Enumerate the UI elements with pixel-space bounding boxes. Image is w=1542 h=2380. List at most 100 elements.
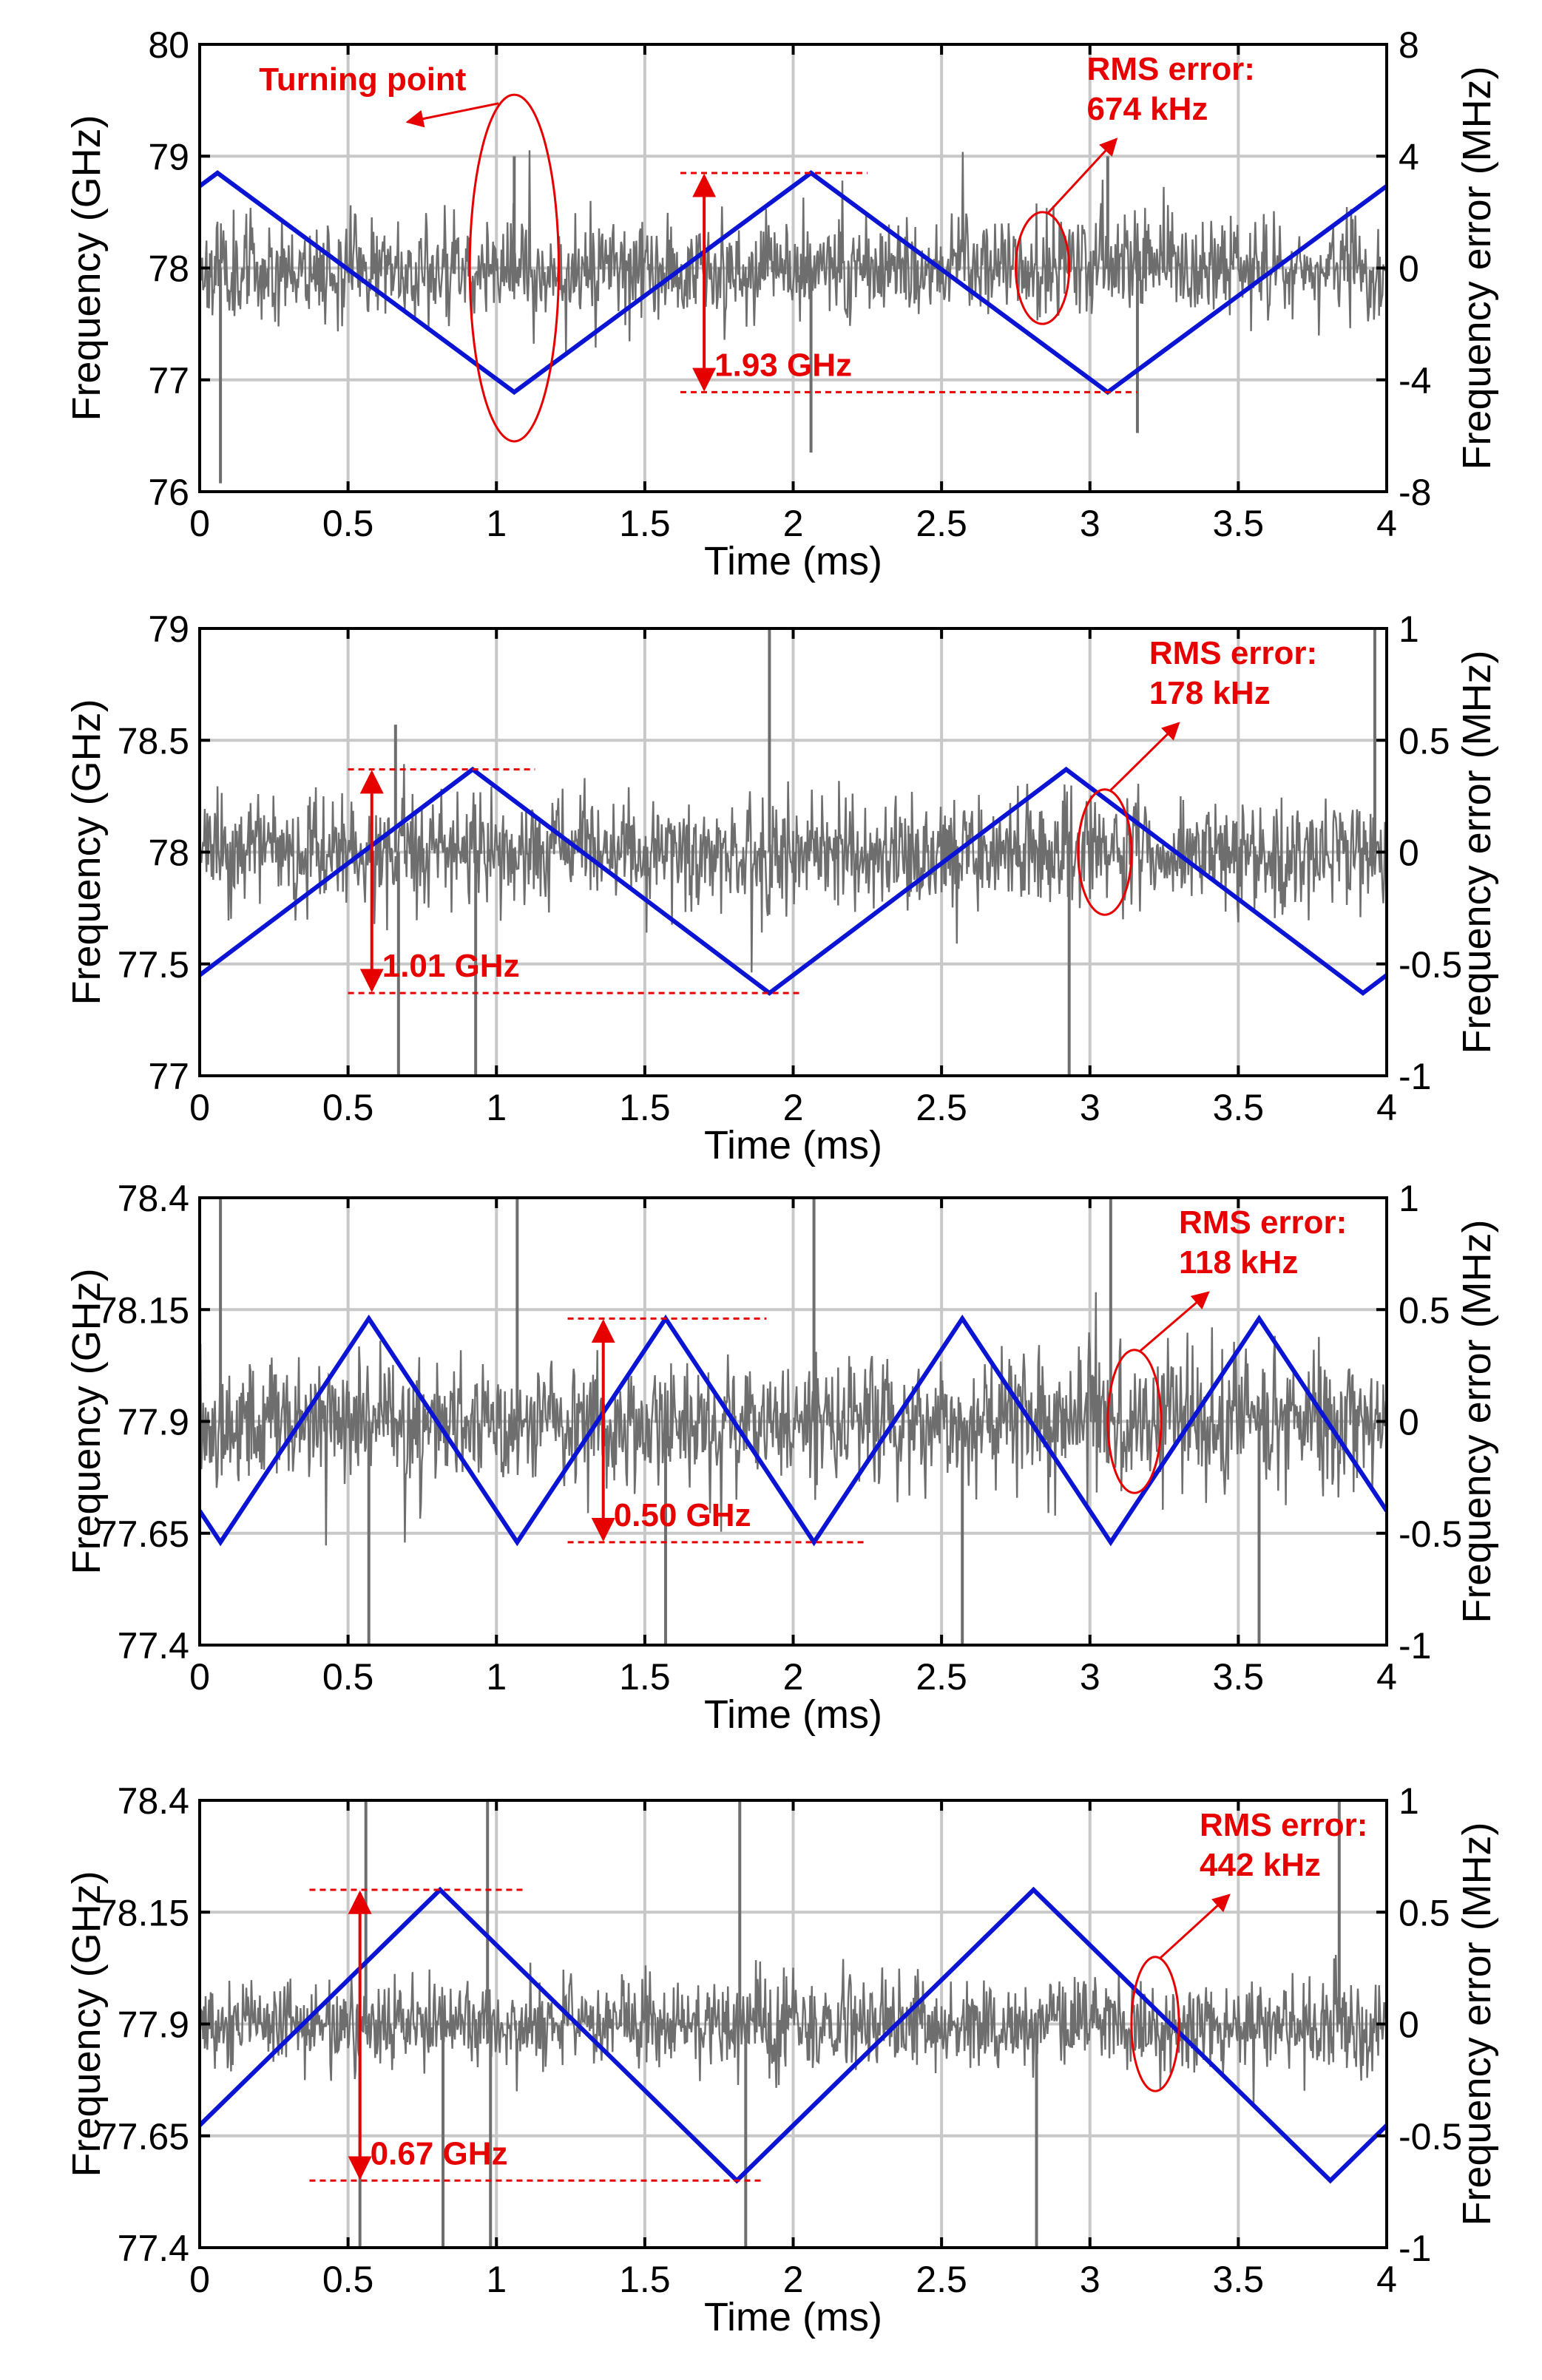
y-tick-label: 77.9	[118, 1402, 189, 1443]
y-tick-label: 79	[148, 136, 189, 177]
y-tick-label: 78.4	[118, 1178, 189, 1219]
y-right-tick-label: -0.5	[1399, 1513, 1462, 1555]
x-tick-label: 3.5	[1213, 1656, 1265, 1698]
x-tick-label: 4	[1376, 503, 1397, 544]
rms-ellipse	[1014, 211, 1071, 325]
rms-annotation: RMS error:118 kHz	[1106, 1204, 1347, 1494]
tick-marks	[198, 1196, 1388, 1647]
y-tick-label: 78.5	[118, 720, 189, 762]
rms-label-line1: RMS error:	[1200, 1807, 1367, 1843]
y-tick-label: 78.4	[118, 1780, 189, 1822]
x-tick-label: 0.5	[322, 1656, 374, 1698]
rms-label-line2: 674 kHz	[1087, 91, 1208, 127]
rms-ellipse	[1130, 1956, 1180, 2092]
y-tick-label: 77.65	[97, 1513, 189, 1555]
x-tick-label: 1	[486, 2259, 507, 2300]
span-label: 1.93 GHz	[714, 347, 852, 383]
frequency-error-trace	[200, 150, 1387, 353]
x-tick-label: 3.5	[1213, 2259, 1265, 2300]
turning-point-annotation: Turning point	[259, 61, 561, 443]
y-axis-label: Frequency (GHz)	[64, 699, 109, 1005]
frequency-line	[200, 1886, 1387, 2184]
y-tick-label: 80	[148, 24, 189, 66]
span-annotation: 1.93 GHz	[680, 172, 1137, 393]
rms-annotation: RMS error: 674 kHz	[1014, 51, 1255, 325]
y-tick-label: 79	[148, 608, 189, 650]
y-right-tick-label: -4	[1399, 360, 1431, 401]
x-tick-label: 1	[486, 1087, 507, 1128]
y-right-axis-label: Frequency error (MHz)	[1455, 66, 1499, 469]
x-axis-label: Time (ms)	[704, 2295, 882, 2339]
y-tick-label: 76	[148, 472, 189, 513]
span-label: 0.50 GHz	[614, 1497, 751, 1533]
frequency-error-trace	[200, 1292, 1387, 1546]
y-right-tick-label: -1	[1399, 1056, 1431, 1097]
rms-label-line2: 442 kHz	[1200, 1847, 1321, 1883]
x-tick-label: 2.5	[916, 2259, 967, 2300]
y-axis-label: Frequency (GHz)	[64, 1268, 109, 1574]
plot-area	[200, 150, 1387, 484]
panel-2: 0 0.5 1 1.5 2 2.5 3 3.5 4 77 77.5 78 78.5 79 -1 -0.5 0 0.…	[64, 608, 1499, 1167]
x-tick-label: 0	[189, 1087, 210, 1128]
x-tick-label: 3	[1080, 1656, 1100, 1698]
y-tick-label: 77.4	[118, 1625, 189, 1667]
x-tick-label: 0.5	[322, 503, 374, 544]
x-tick-label: 2.5	[916, 503, 967, 544]
rms-ellipse	[1106, 1349, 1163, 1494]
panel-4: 0 0.5 1 1.5 2 2.5 3 3.5 4 77.4 77.65 77.9 78.15 78.4 -…	[64, 1780, 1499, 2339]
tick-marks	[198, 1799, 1388, 2249]
x-tick-label: 1.5	[619, 1087, 671, 1128]
x-tick-label: 2	[783, 1087, 804, 1128]
y-right-tick-label: -1	[1399, 2228, 1431, 2269]
y-tick-label: 77.5	[118, 944, 189, 986]
tick-marks	[198, 627, 1388, 1077]
y-right-tick-label: 0	[1399, 248, 1419, 290]
y-right-tick-label: 4	[1399, 136, 1419, 177]
turning-point-label: Turning point	[259, 61, 467, 98]
rms-arrow	[1046, 138, 1118, 214]
y-tick-label: 77.4	[118, 2228, 189, 2269]
turning-point-ellipse	[468, 93, 561, 443]
frequency-error-trace	[200, 1954, 1387, 2108]
panel-1: 0 0.5 1 1.5 2 2.5 3 3.5 4 76 77 78 79 80 -8 -4 0 4 8 Time (…	[64, 24, 1499, 583]
x-tick-label: 3	[1080, 1087, 1100, 1128]
y-right-tick-label: 1	[1399, 608, 1419, 650]
y-right-axis-label: Frequency error (MHz)	[1455, 1822, 1499, 2225]
span-label: 1.01 GHz	[382, 948, 520, 984]
rms-arrow	[1139, 1291, 1210, 1352]
rms-annotation: RMS error: 178 kHz	[1077, 635, 1317, 916]
rms-label-line1: RMS error:	[1087, 51, 1255, 87]
y-tick-label: 77.65	[97, 2116, 189, 2157]
y-tick-label: 78.15	[97, 1289, 189, 1331]
y-right-tick-label: 0	[1399, 833, 1419, 874]
x-tick-label: 1.5	[619, 2259, 671, 2300]
rms-label-line2: 178 kHz	[1149, 675, 1271, 711]
y-tick-label: 77.9	[118, 2004, 189, 2046]
x-tick-label: 3	[1080, 2259, 1100, 2300]
x-tick-label: 0	[189, 2259, 210, 2300]
y-right-tick-label: 1	[1399, 1178, 1419, 1219]
rms-label-line1: RMS error:	[1149, 635, 1317, 671]
rms-annotation: RMS error: 442 kHz	[1130, 1807, 1367, 2092]
y-right-tick-label: 8	[1399, 24, 1419, 66]
x-tick-label: 4	[1376, 1656, 1397, 1698]
y-right-tick-label: 0	[1399, 1402, 1419, 1443]
turning-point-arrow	[405, 102, 499, 128]
x-axis-label: Time (ms)	[704, 1123, 882, 1167]
x-tick-label: 3	[1080, 503, 1100, 544]
span-label: 0.67 GHz	[371, 2135, 508, 2172]
y-right-tick-label: -8	[1399, 472, 1431, 513]
y-right-tick-label: -0.5	[1399, 2116, 1462, 2157]
y-axis-label: Frequency (GHz)	[64, 115, 109, 421]
y-tick-label: 77	[148, 1056, 189, 1097]
y-right-axis-label: Frequency error (MHz)	[1455, 650, 1499, 1054]
x-tick-label: 0.5	[322, 2259, 374, 2300]
x-tick-label: 1	[486, 1656, 507, 1698]
x-tick-label: 2	[783, 2259, 804, 2300]
span-annotation: 0.50 GHz	[567, 1317, 865, 1544]
x-tick-label: 3.5	[1213, 503, 1265, 544]
plot-area	[200, 1198, 1387, 1645]
rms-arrow	[1159, 1894, 1231, 1959]
span-annotation: 1.01 GHz	[348, 768, 799, 994]
